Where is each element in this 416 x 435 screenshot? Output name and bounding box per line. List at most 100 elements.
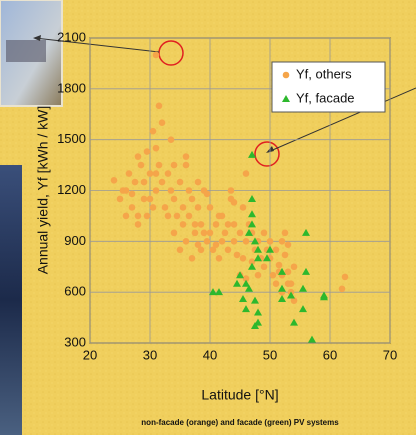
point	[162, 204, 169, 211]
point	[117, 196, 124, 203]
point	[261, 230, 268, 237]
point	[183, 238, 190, 245]
point	[138, 162, 145, 169]
point	[180, 221, 187, 228]
point	[171, 230, 178, 237]
point	[186, 187, 193, 194]
point	[129, 191, 136, 198]
x-axis-label: Latitude [°N]	[201, 387, 278, 403]
point	[186, 213, 193, 220]
point	[237, 230, 244, 237]
y-tick-label: 600	[64, 284, 86, 299]
point	[159, 119, 166, 126]
point	[192, 230, 199, 237]
point	[156, 162, 163, 169]
x-tick-label: 20	[83, 347, 97, 362]
point	[168, 187, 175, 194]
point	[168, 136, 175, 143]
y-tick-label: 1500	[57, 131, 86, 146]
point	[282, 252, 289, 259]
point	[132, 179, 139, 186]
point	[204, 238, 211, 245]
point	[216, 213, 223, 220]
point	[144, 213, 151, 220]
legend-label: Yf, facade	[296, 90, 355, 105]
point	[195, 179, 202, 186]
point	[195, 204, 202, 211]
point	[282, 230, 289, 237]
point	[141, 179, 148, 186]
y-tick-label: 1200	[57, 182, 86, 197]
y-tick-label: 900	[64, 233, 86, 248]
point	[198, 221, 205, 228]
point	[228, 187, 235, 194]
point	[285, 269, 292, 276]
point	[156, 102, 163, 109]
point	[183, 162, 190, 169]
point	[276, 262, 283, 269]
point	[342, 274, 349, 281]
point	[255, 272, 262, 279]
point	[189, 255, 196, 262]
point	[240, 204, 247, 211]
point	[165, 213, 172, 220]
y-tick-label: 1800	[57, 80, 86, 95]
point	[270, 272, 277, 279]
point	[135, 213, 142, 220]
x-tick-label: 40	[203, 347, 217, 362]
point	[207, 204, 214, 211]
point	[192, 221, 199, 228]
point	[228, 196, 235, 203]
point	[171, 196, 178, 203]
point	[243, 238, 250, 245]
point	[174, 213, 181, 220]
point	[288, 280, 295, 287]
point	[222, 230, 229, 237]
point	[243, 170, 250, 177]
point	[273, 280, 280, 287]
point	[339, 285, 346, 292]
point	[189, 196, 196, 203]
point	[150, 128, 157, 135]
point	[123, 187, 130, 194]
point	[261, 263, 268, 270]
point	[153, 145, 160, 152]
legend-label: Yf, others	[296, 66, 352, 81]
point	[234, 252, 241, 259]
caption: non-facade (orange) and facade (green) P…	[141, 418, 339, 427]
point	[177, 179, 184, 186]
point	[147, 170, 154, 177]
y-tick-label: 2100	[57, 29, 86, 44]
point	[273, 247, 280, 254]
photo-detail	[6, 40, 46, 62]
point	[240, 255, 247, 262]
point	[279, 238, 286, 245]
point	[291, 263, 298, 270]
point	[180, 204, 187, 211]
point	[216, 255, 223, 262]
point	[126, 170, 133, 177]
point	[285, 241, 292, 248]
point	[225, 221, 232, 228]
point	[225, 247, 232, 254]
point	[171, 162, 178, 169]
point	[141, 196, 148, 203]
point	[231, 238, 238, 245]
point	[198, 247, 205, 254]
legend-marker	[283, 72, 290, 79]
point	[213, 241, 220, 248]
point	[231, 221, 238, 228]
x-tick-label: 50	[263, 347, 277, 362]
point	[267, 238, 274, 245]
point	[153, 52, 160, 59]
point	[159, 179, 166, 186]
point	[135, 221, 142, 228]
y-axis-label: Annual yield, Yf [kWh / kW]	[35, 106, 51, 275]
x-tick-label: 70	[383, 347, 397, 362]
point	[204, 191, 211, 198]
point	[201, 230, 208, 237]
point	[147, 196, 154, 203]
point	[177, 247, 184, 254]
point	[165, 170, 172, 177]
point	[153, 187, 160, 194]
